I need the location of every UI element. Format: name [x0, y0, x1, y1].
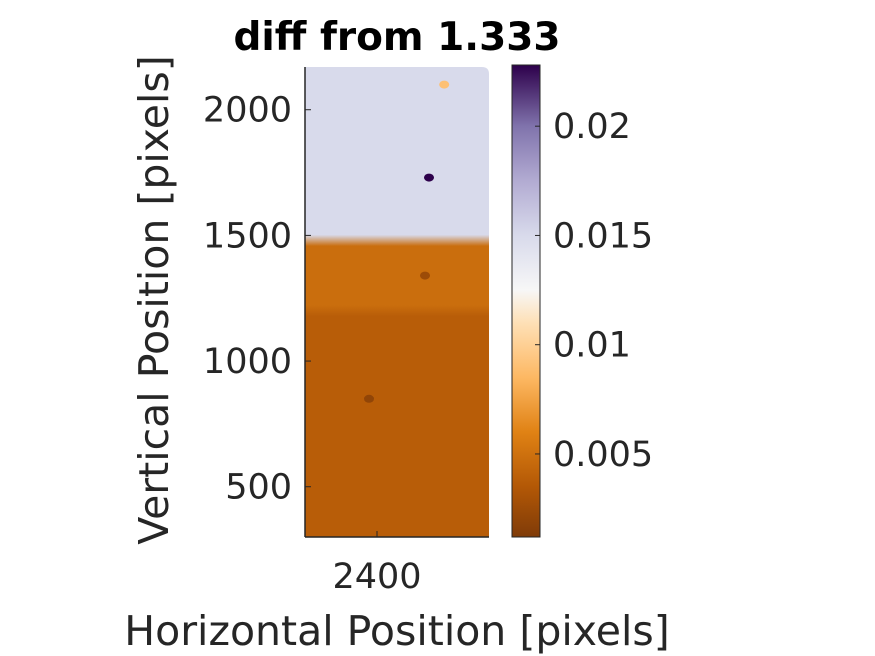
y-ticks: 500 1000 1500 2000 — [203, 91, 311, 508]
colorbar-ticks: 0.005 0.01 0.015 0.02 — [535, 107, 653, 475]
heatmap-spot — [420, 271, 430, 280]
chart-title: diff from 1.333 — [233, 15, 560, 60]
heatmap-field — [305, 67, 489, 537]
colorbar-border — [511, 64, 541, 538]
y-axis-label: Vertical Position [pixels] — [130, 55, 178, 545]
y-tick-label: 1500 — [203, 216, 292, 256]
y-tick-label: 500 — [225, 468, 292, 508]
x-axis-label: Horizontal Position [pixels] — [124, 607, 669, 655]
colorbar-gradient — [512, 65, 540, 537]
y-tick-label: 1000 — [203, 342, 292, 382]
colorbar-tick-label: 0.015 — [553, 216, 653, 256]
heatmap-spot — [364, 394, 374, 403]
x-ticks: 2400 — [332, 531, 422, 597]
colorbar-tick-label: 0.02 — [553, 107, 631, 147]
x-tick-label: 2400 — [332, 557, 421, 597]
colorbar-tick-label: 0.005 — [553, 435, 653, 475]
plot-area: 2400 500 1000 1500 2000 — [203, 67, 489, 597]
colorbar: 0.005 0.01 0.015 0.02 — [511, 64, 653, 538]
heatmap-spot — [439, 80, 450, 89]
colorbar-tick-label: 0.01 — [553, 326, 631, 366]
heatmap-spot — [424, 173, 434, 182]
heatmap-spots — [364, 80, 450, 403]
y-tick-label: 2000 — [203, 91, 292, 131]
